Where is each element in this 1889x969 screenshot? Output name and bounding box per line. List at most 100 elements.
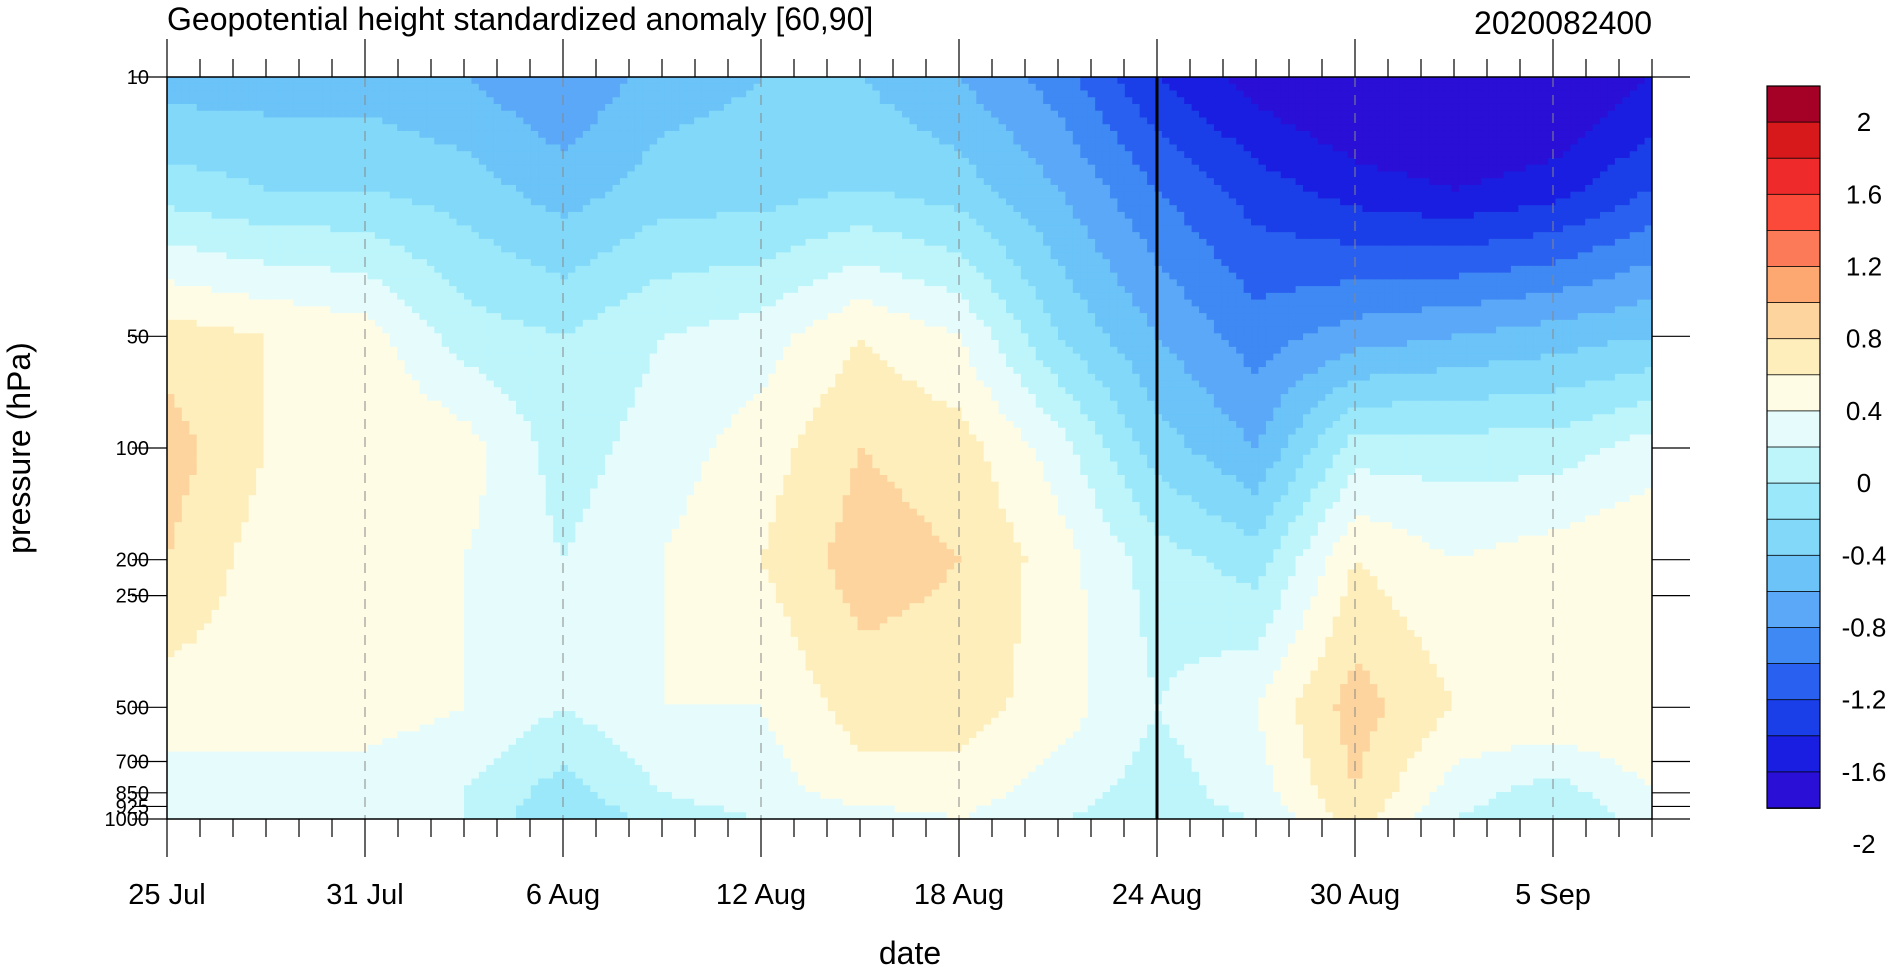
contour-cell bbox=[605, 198, 614, 206]
contour-cell bbox=[404, 178, 413, 186]
contour-cell bbox=[226, 117, 235, 125]
contour-cell bbox=[1355, 97, 1364, 105]
contour-cell bbox=[308, 110, 317, 119]
contour-cell bbox=[1124, 178, 1133, 186]
contour-cell bbox=[1525, 130, 1534, 139]
contour-cell bbox=[419, 137, 428, 146]
contour-cell bbox=[1406, 151, 1415, 159]
contour-cell bbox=[983, 83, 992, 92]
contour-cell bbox=[1466, 191, 1475, 200]
contour-cell bbox=[1006, 137, 1015, 146]
contour-cell bbox=[701, 90, 710, 98]
contour-cell bbox=[464, 191, 473, 200]
contour-cell bbox=[1436, 198, 1445, 206]
contour-cell bbox=[916, 103, 925, 112]
contour-cell bbox=[1072, 103, 1081, 112]
contour-cell bbox=[753, 238, 762, 247]
contour-cell bbox=[1555, 144, 1564, 152]
contour-cell bbox=[679, 90, 688, 98]
contour-cell bbox=[872, 110, 881, 119]
contour-cell bbox=[1562, 218, 1571, 226]
contour-cell bbox=[1481, 191, 1490, 200]
contour-cell bbox=[1369, 124, 1378, 132]
contour-cell bbox=[1236, 151, 1245, 159]
contour-cell bbox=[976, 130, 985, 139]
contour-cell bbox=[1429, 238, 1438, 247]
contour-cell bbox=[337, 157, 346, 166]
contour-cell bbox=[716, 110, 725, 119]
contour-cell bbox=[939, 178, 948, 186]
contour-cell bbox=[1035, 103, 1044, 112]
contour-cell bbox=[1540, 178, 1549, 186]
contour-cell bbox=[174, 124, 183, 132]
contour-cell bbox=[1429, 130, 1438, 139]
contour-cell bbox=[1310, 137, 1319, 146]
contour-cell bbox=[1458, 171, 1467, 179]
contour-cell bbox=[1213, 198, 1222, 206]
contour-cell bbox=[1221, 151, 1230, 159]
contour-cell bbox=[902, 211, 911, 220]
contour-cell bbox=[486, 164, 495, 173]
contour-cell bbox=[1176, 191, 1185, 200]
contour-cell bbox=[486, 144, 495, 152]
contour-cell bbox=[902, 191, 911, 200]
contour-cell bbox=[263, 178, 272, 186]
contour-cell bbox=[1117, 144, 1126, 152]
contour-cell bbox=[1503, 77, 1512, 85]
contour-cell bbox=[1199, 144, 1208, 152]
contour-cell bbox=[538, 124, 547, 132]
contour-cell bbox=[1332, 110, 1341, 119]
contour-cell bbox=[812, 178, 822, 186]
contour-cell bbox=[545, 103, 554, 112]
contour-cell bbox=[686, 83, 695, 92]
contour-cell bbox=[983, 151, 992, 159]
contour-cell bbox=[1451, 225, 1460, 233]
contour-cell bbox=[345, 211, 354, 220]
contour-cell bbox=[196, 191, 205, 200]
contour-cell bbox=[1221, 205, 1230, 213]
contour-cell bbox=[1117, 103, 1126, 112]
contour-cell bbox=[1466, 205, 1475, 213]
contour-cell bbox=[1362, 130, 1371, 139]
contour-cell bbox=[746, 144, 755, 152]
contour-cell bbox=[1496, 164, 1505, 173]
contour-cell bbox=[441, 218, 450, 226]
contour-cell bbox=[486, 157, 495, 166]
contour-cell bbox=[167, 144, 176, 152]
contour-cell bbox=[1592, 77, 1601, 85]
contour-cell bbox=[1258, 124, 1267, 132]
contour-cell bbox=[798, 117, 807, 125]
contour-cell bbox=[1421, 238, 1430, 247]
contour-cell bbox=[1243, 178, 1252, 186]
contour-cell bbox=[441, 157, 450, 166]
contour-cell bbox=[850, 103, 859, 112]
contour-cell bbox=[1496, 191, 1505, 200]
contour-cell bbox=[1154, 103, 1163, 112]
contour-cell bbox=[360, 83, 369, 92]
contour-cell bbox=[441, 171, 450, 179]
contour-cell bbox=[374, 130, 383, 139]
contour-cell bbox=[211, 97, 220, 105]
contour-cell bbox=[686, 130, 695, 139]
contour-cell bbox=[397, 90, 406, 98]
contour-cell bbox=[1288, 110, 1297, 119]
contour-cell bbox=[345, 238, 354, 247]
contour-cell bbox=[1510, 77, 1519, 85]
contour-cell bbox=[256, 97, 265, 105]
contour-cell bbox=[731, 225, 740, 233]
contour-cell bbox=[538, 211, 547, 220]
contour-cell bbox=[1095, 218, 1104, 226]
contour-cell bbox=[657, 97, 666, 105]
contour-cell bbox=[211, 144, 220, 152]
contour-cell bbox=[753, 178, 762, 186]
contour-cell bbox=[300, 164, 309, 173]
contour-cell bbox=[723, 211, 732, 220]
contour-cell bbox=[1325, 184, 1334, 193]
contour-cell bbox=[612, 178, 621, 186]
contour-cell bbox=[1637, 205, 1646, 213]
contour-cell bbox=[293, 117, 302, 125]
contour-cell bbox=[649, 144, 658, 152]
contour-cell bbox=[419, 144, 428, 152]
contour-cell bbox=[798, 211, 807, 220]
contour-cell bbox=[1087, 144, 1096, 152]
